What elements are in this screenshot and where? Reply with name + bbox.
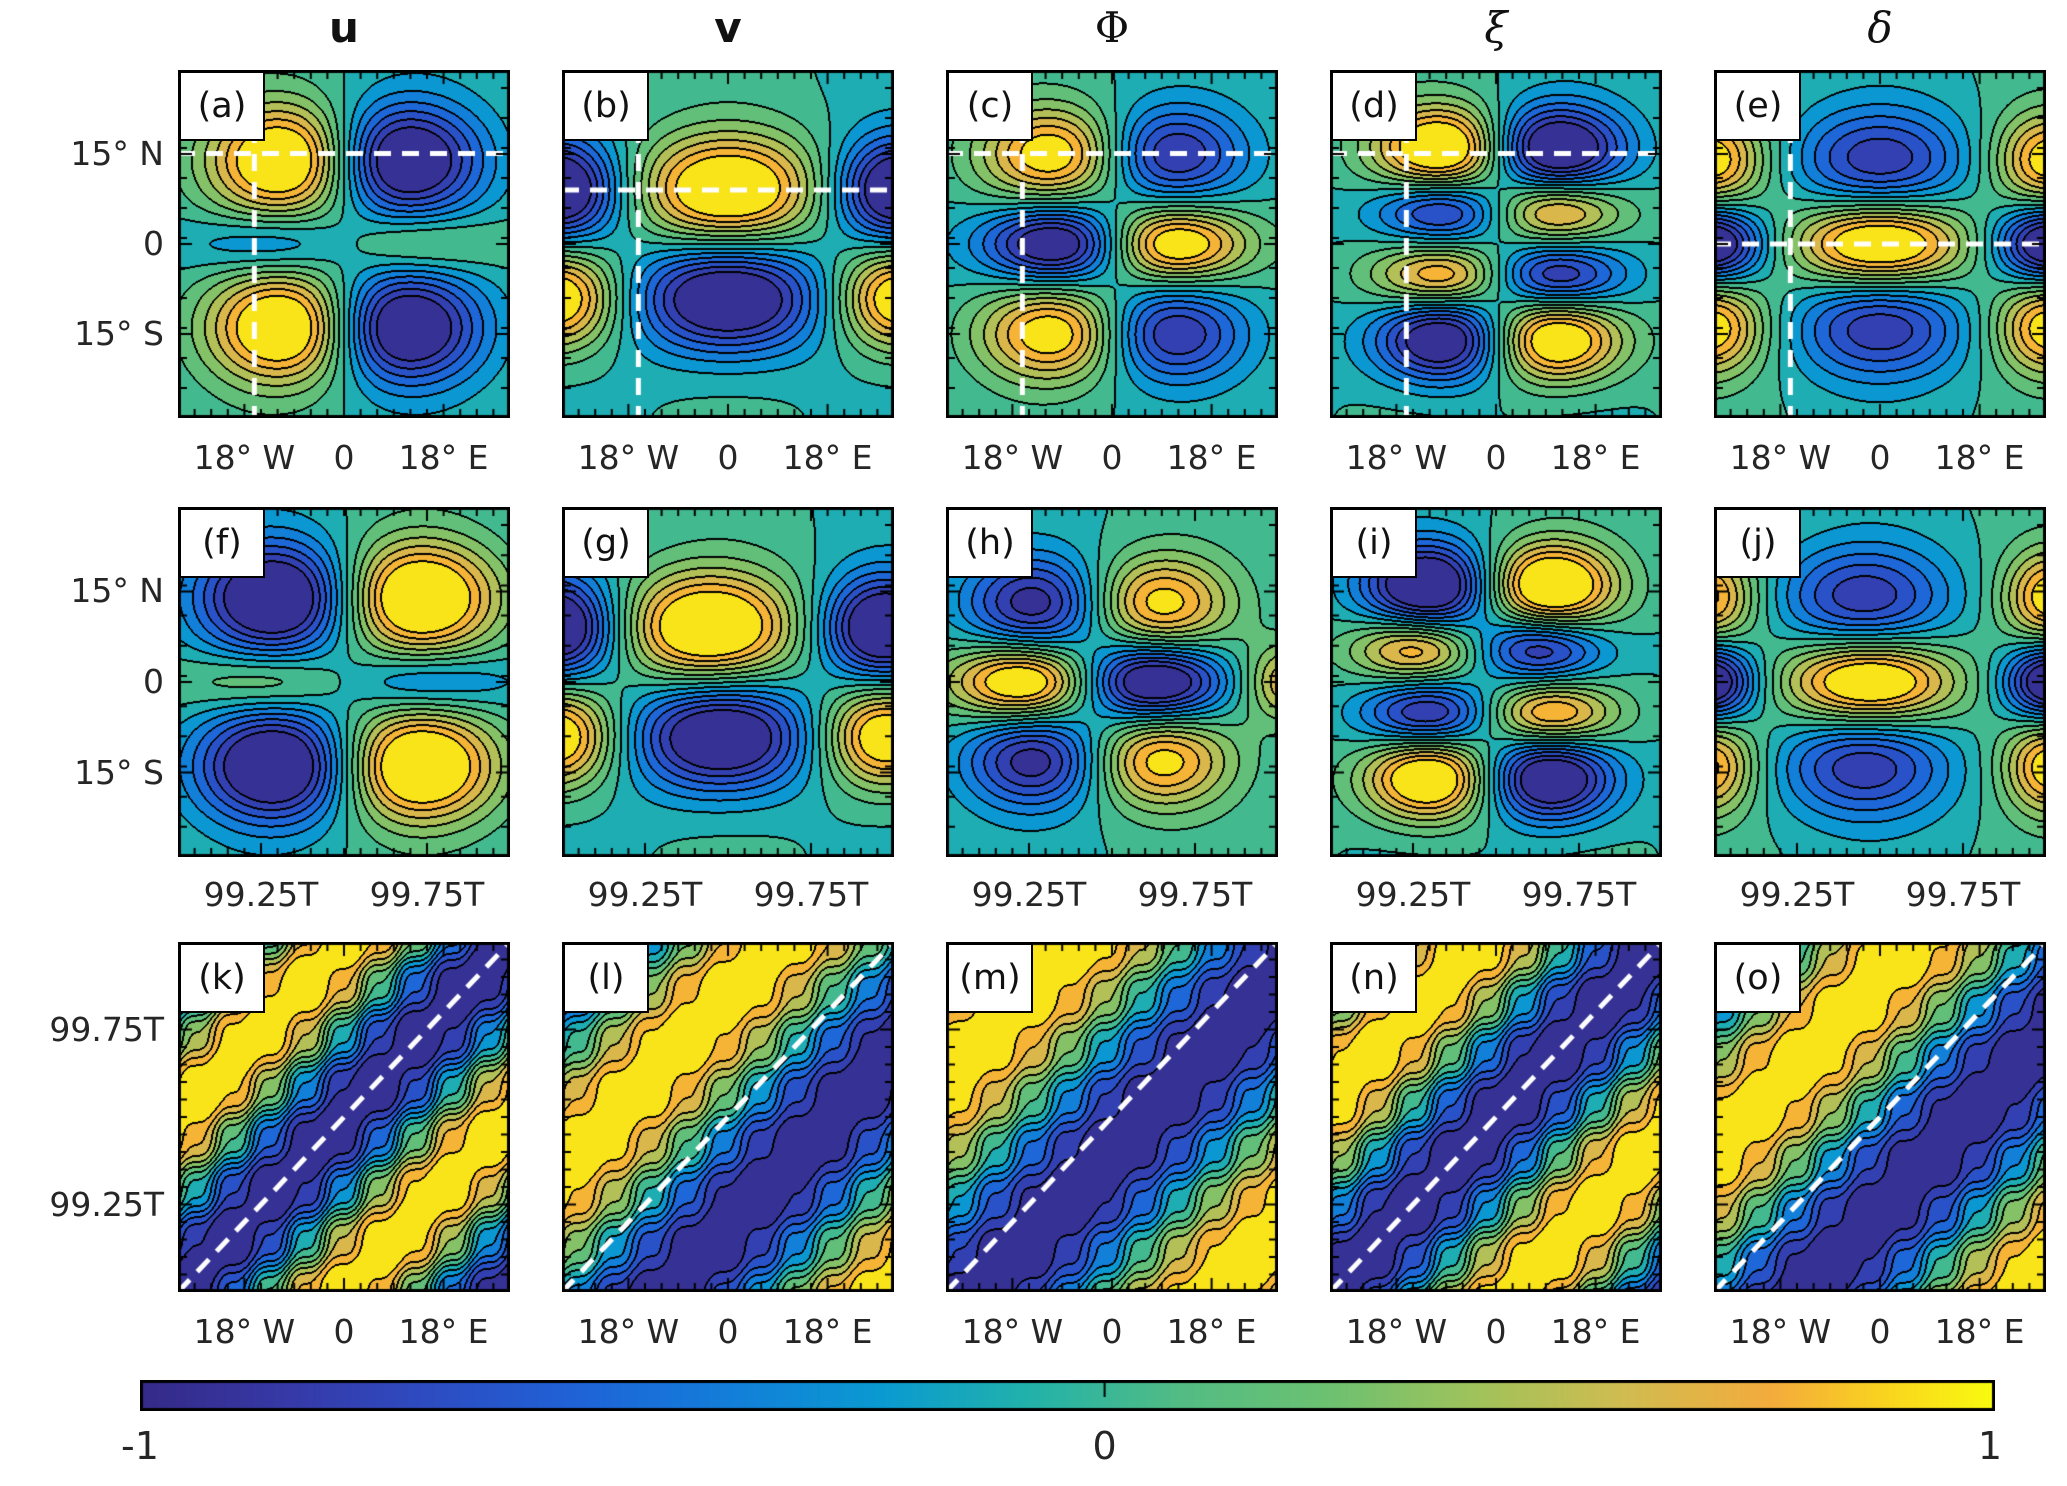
x-tick-label-row1: 18° W [193,438,296,477]
panel-k-label: (k) [179,943,265,1013]
x-tick-label-row2: 99.25T [971,875,1087,914]
colorbar-label-min: -1 [121,1424,159,1468]
panel-e-label: (e) [1715,71,1801,141]
colorbar [140,1380,1995,1411]
x-tick-label-row3: 0 [1485,1312,1507,1351]
y-tick-label-row1: 0 [143,224,164,263]
panel-i-label: (i) [1331,508,1417,578]
x-tick-label-row3: 18° E [1166,1312,1257,1351]
x-tick-label-row3: 18° W [1729,1312,1832,1351]
x-tick-label-row2: 99.25T [587,875,703,914]
panel-o-label: (o) [1715,943,1801,1013]
x-tick-label-row1: 18° E [782,438,873,477]
panel-b-label: (b) [563,71,649,141]
x-tick-label-row1: 18° E [1166,438,1257,477]
panel-c-label: (c) [947,71,1033,141]
x-tick-label-row3: 18° W [1345,1312,1448,1351]
x-tick-label-row3: 0 [1869,1312,1891,1351]
y-tick-label-row2: 15° N [70,571,164,611]
x-tick-label-row3: 18° W [193,1312,296,1351]
y-tick-label-row1: 15° N [70,134,164,173]
column-title-xi: ξ [1484,3,1508,52]
x-tick-label-row1: 18° E [1934,438,2025,477]
x-tick-label-row1: 0 [1101,438,1123,477]
x-tick-label-row2: 99.75T [369,875,485,914]
panel-a-label: (a) [179,71,265,141]
x-tick-label-row3: 0 [717,1312,739,1351]
panel-j-label: (j) [1715,508,1801,578]
x-tick-label-row3: 18° E [398,1312,489,1351]
x-tick-label-row3: 18° W [577,1312,680,1351]
x-tick-label-row1: 18° W [1729,438,1832,477]
x-tick-label-row3: 18° E [782,1312,873,1351]
colorbar-label-max: 1 [1977,1424,2003,1468]
panel-m-label: (m) [947,943,1033,1013]
column-title-delta: δ [1867,3,1893,52]
panel-l-label: (l) [563,943,649,1013]
x-tick-label-row1: 0 [1485,438,1507,477]
x-tick-label-row3: 18° W [961,1312,1064,1351]
x-tick-label-row3: 0 [1101,1312,1123,1351]
panel-g-label: (g) [563,508,649,578]
x-tick-label-row2: 99.75T [1137,875,1253,914]
x-tick-label-row1: 18° E [398,438,489,477]
x-tick-label-row1: 0 [1869,438,1891,477]
y-tick-label-row3: 99.75T [49,1009,164,1049]
x-tick-label-row2: 99.25T [1355,875,1471,914]
panel-h-label: (h) [947,508,1033,578]
x-tick-label-row3: 18° E [1550,1312,1641,1351]
y-tick-label-row3: 99.25T [49,1184,164,1224]
x-tick-label-row1: 18° W [577,438,680,477]
x-tick-label-row2: 99.25T [203,875,319,914]
x-tick-label-row3: 0 [333,1312,355,1351]
x-tick-label-row1: 18° E [1550,438,1641,477]
x-tick-label-row1: 0 [717,438,739,477]
column-title-phi: Φ [1094,3,1130,52]
x-tick-label-row1: 18° W [1345,438,1448,477]
x-tick-label-row2: 99.75T [1521,875,1637,914]
x-tick-label-row1: 18° W [961,438,1064,477]
x-tick-label-row2: 99.25T [1739,875,1855,914]
panel-n-label: (n) [1331,943,1417,1013]
panel-f-label: (f) [179,508,265,578]
x-tick-label-row2: 99.75T [1905,875,2021,914]
x-tick-label-row1: 0 [333,438,355,477]
column-title-v: v [714,3,742,52]
y-tick-label-row1: 15° S [74,314,164,353]
y-tick-label-row2: 0 [143,662,164,701]
y-tick-label-row2: 15° S [74,752,164,792]
panel-d-label: (d) [1331,71,1417,141]
x-tick-label-row3: 18° E [1934,1312,2025,1351]
column-title-u: u [329,3,359,52]
x-tick-label-row2: 99.75T [753,875,869,914]
colorbar-label-mid: 0 [1092,1424,1117,1468]
